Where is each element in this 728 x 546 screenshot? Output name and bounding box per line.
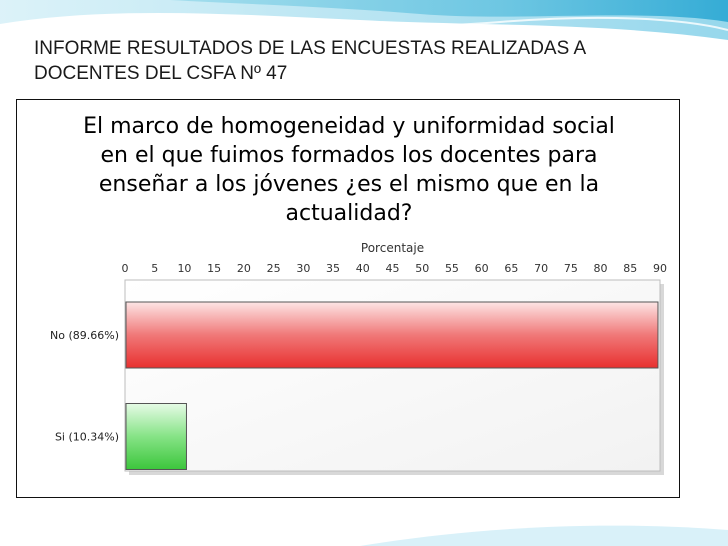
x-tick-label: 35 bbox=[326, 262, 340, 275]
x-tick-label: 5 bbox=[151, 262, 158, 275]
bars bbox=[125, 301, 659, 470]
slide-title-line-1: INFORME RESULTADOS DE LAS ENCUESTAS REAL… bbox=[34, 38, 587, 59]
x-tick-label: 40 bbox=[356, 262, 370, 275]
bar-chart: Porcentaje 0 5 10 15 20 25 30 35 40 45 50 55 60 65 70 7… bbox=[50, 241, 668, 475]
bottom-swoosh bbox=[360, 525, 728, 546]
chart-title-line-2: en el que fuimos formados los docentes p… bbox=[100, 143, 598, 168]
x-tick-label: 20 bbox=[237, 262, 251, 275]
x-tick-label: 75 bbox=[564, 262, 578, 275]
x-tick-label: 15 bbox=[207, 262, 221, 275]
x-tick-label: 30 bbox=[296, 262, 310, 275]
chart-title-line-1: El marco de homogeneidad y uniformidad s… bbox=[83, 114, 615, 139]
x-tick-label: 0 bbox=[122, 262, 129, 275]
category-label: Si (10.34%) bbox=[55, 431, 119, 444]
bar-no bbox=[125, 301, 659, 369]
category-label: No (89.66%) bbox=[50, 329, 119, 342]
chart-title: El marco de homogeneidad y uniformidad s… bbox=[27, 112, 671, 228]
chart-frame: El marco de homogeneidad y uniformidad s… bbox=[16, 99, 680, 498]
x-tick-label: 25 bbox=[267, 262, 281, 275]
category-labels: No (89.66%) Si (10.34%) bbox=[50, 329, 119, 444]
x-axis-ticks: 0 5 10 15 20 25 30 35 40 45 50 55 60 65 70 75 80 85 90 bbox=[122, 262, 668, 275]
x-tick-label: 85 bbox=[623, 262, 637, 275]
top-swoosh-dark bbox=[170, 0, 728, 22]
chart-title-line-3: enseñar a los jóvenes ¿es el mismo que e… bbox=[98, 172, 600, 197]
x-tick-label: 50 bbox=[415, 262, 429, 275]
x-tick-label: 55 bbox=[445, 262, 459, 275]
bar-si bbox=[125, 403, 187, 470]
chart-title-line-4: actualidad? bbox=[285, 201, 413, 226]
x-tick-label: 70 bbox=[534, 262, 548, 275]
x-tick-label: 90 bbox=[653, 262, 667, 275]
x-tick-label: 65 bbox=[504, 262, 518, 275]
x-axis-label: Porcentaje bbox=[361, 241, 424, 255]
slide-title-line-2: DOCENTES DEL CSFA Nº 47 bbox=[34, 63, 288, 84]
x-tick-label: 60 bbox=[475, 262, 489, 275]
x-tick-label: 45 bbox=[386, 262, 400, 275]
x-tick-label: 80 bbox=[594, 262, 608, 275]
top-swoosh-line bbox=[0, 16, 728, 31]
x-tick-label: 10 bbox=[177, 262, 191, 275]
slide-title: INFORME RESULTADOS DE LAS ENCUESTAS REAL… bbox=[34, 36, 634, 86]
